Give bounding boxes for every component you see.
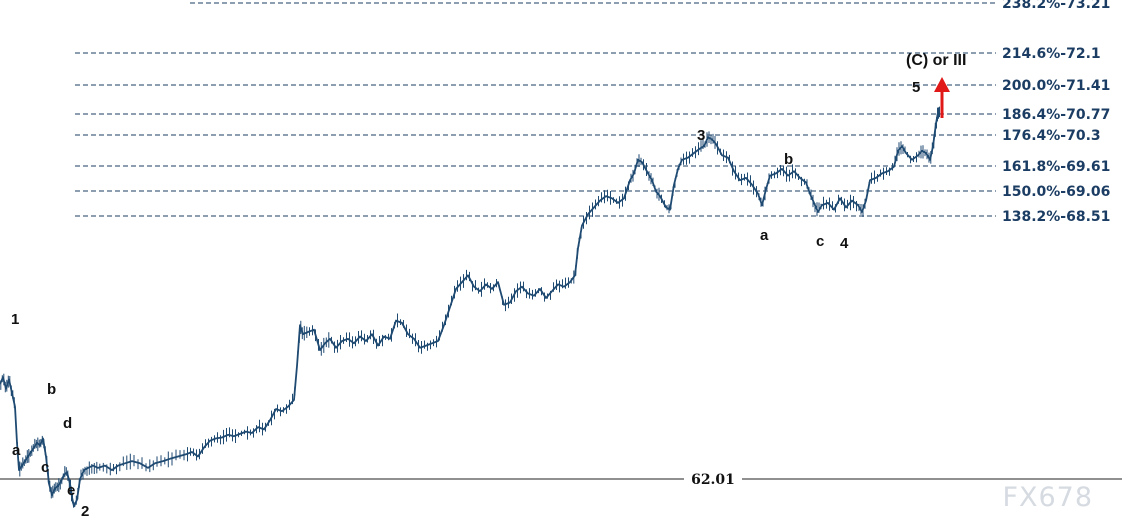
wave-label-a-first: a bbox=[12, 442, 21, 459]
wave-label-b-first: b bbox=[47, 381, 56, 398]
fib-level-label: 150.0%-69.06 bbox=[1002, 184, 1110, 200]
base-level: 62.01 bbox=[0, 469, 1122, 488]
wave-label-c-first: c bbox=[41, 459, 49, 476]
fibonacci-levels: 238.2%-73.21 214.6%-72.1 200.0%-71.41 186.4… bbox=[75, 0, 1110, 225]
wave-label-5: 5 bbox=[912, 79, 920, 96]
fib-level-label: 176.4%-70.3 bbox=[1002, 128, 1101, 144]
wave-label-e: e bbox=[67, 482, 75, 499]
wave-label-2: 2 bbox=[81, 503, 89, 520]
fib-level-label: 238.2%-73.21 bbox=[1002, 0, 1110, 12]
arrow-head bbox=[934, 77, 950, 92]
price-series bbox=[0, 106, 941, 508]
wave-label-1: 1 bbox=[11, 311, 19, 328]
wave-label-c-second: c bbox=[816, 233, 824, 250]
base-level-label: 62.01 bbox=[691, 472, 735, 488]
fib-level-label: 186.4%-70.77 bbox=[1002, 107, 1110, 123]
wave-label-3: 3 bbox=[697, 127, 705, 144]
fib-level-label: 138.2%-68.51 bbox=[1002, 209, 1110, 225]
fib-level-label: 214.6%-72.1 bbox=[1002, 46, 1101, 62]
wave-label-a-second: a bbox=[760, 227, 769, 244]
wave-label-b-second: b bbox=[784, 151, 793, 168]
watermark: FX678 bbox=[1002, 482, 1093, 513]
base-level-label-background bbox=[684, 469, 742, 487]
wave-label-4: 4 bbox=[840, 235, 849, 252]
wave-label-d: d bbox=[63, 415, 72, 432]
fib-level-label: 161.8%-69.61 bbox=[1002, 159, 1110, 175]
wave-labels: 1 a b c d e 2 3 a b c 4 5 (C) or III bbox=[11, 52, 966, 520]
scenario-label: (C) or III bbox=[906, 52, 966, 69]
upward-arrow bbox=[934, 77, 950, 118]
price-line bbox=[0, 111, 941, 508]
fib-level-label: 200.0%-71.41 bbox=[1002, 78, 1110, 94]
